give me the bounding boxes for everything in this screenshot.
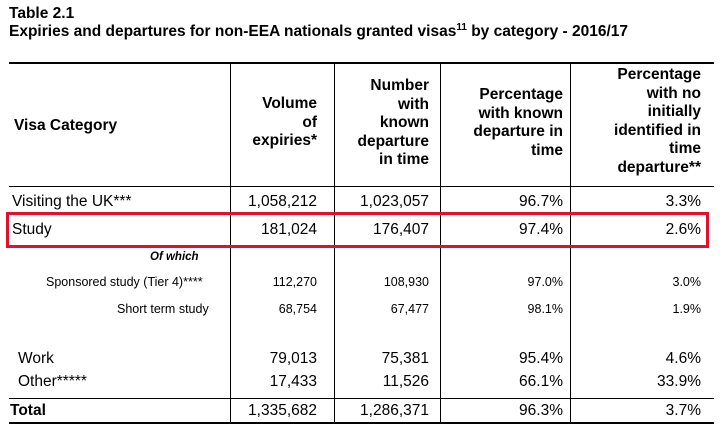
header-line: identified in xyxy=(614,121,701,139)
pct-known-departure: 66.1% xyxy=(519,373,563,390)
header-known-departure: Number with known departure in time xyxy=(358,77,430,170)
pct-no-departure: 4.6% xyxy=(665,350,701,367)
header-line: with known xyxy=(478,104,563,122)
footnote-ref: 11 xyxy=(456,22,467,33)
header-line: Number xyxy=(370,77,429,94)
row-label: Sponsored study (Tier 4)**** xyxy=(46,275,203,289)
header-line: Percentage xyxy=(617,66,701,83)
known-departure: 75,381 xyxy=(381,350,429,367)
volume-expiries: 181,024 xyxy=(260,221,317,238)
rule-header-bottom xyxy=(9,186,714,187)
row-label: Total xyxy=(10,402,46,419)
header-line: Volume xyxy=(262,95,317,112)
col-divider-4 xyxy=(570,62,571,424)
header-line: time xyxy=(531,141,563,159)
header-line: in time xyxy=(379,151,429,168)
known-departure: 11,526 xyxy=(382,373,429,390)
volume-expiries: 17,433 xyxy=(269,373,317,390)
pct-known-departure: 96.7% xyxy=(519,193,563,210)
known-departure: 176,407 xyxy=(372,221,429,238)
known-departure: 108,930 xyxy=(383,275,429,289)
pct-known-departure: 98.1% xyxy=(527,302,563,316)
rule-bottom xyxy=(9,422,714,424)
col-divider-1 xyxy=(230,62,231,424)
known-departure: 1,286,371 xyxy=(360,402,429,419)
highlight-box xyxy=(6,212,709,248)
pct-no-departure: 3.0% xyxy=(672,275,702,289)
rule-total-top xyxy=(9,398,714,399)
header-line: expiries* xyxy=(252,132,317,149)
volume-expiries: 68,754 xyxy=(278,302,317,316)
pct-known-departure: 97.0% xyxy=(527,275,563,289)
row-label: Study xyxy=(12,221,52,238)
header-line: time xyxy=(669,140,701,157)
header-pct-known-departure: Percentage with known departure in time xyxy=(473,86,563,160)
pct-no-departure: 3.7% xyxy=(665,402,701,419)
of-which-label: Of which xyxy=(150,251,199,263)
row-label: Visiting the UK*** xyxy=(12,193,132,210)
header-line: departure xyxy=(357,132,430,150)
header-line: departure in xyxy=(473,123,563,140)
pct-known-departure: 97.4% xyxy=(519,221,563,238)
volume-expiries: 1,058,212 xyxy=(248,193,317,210)
title-main: Expiries and departures for non-EEA nati… xyxy=(9,23,457,40)
pct-no-departure: 2.6% xyxy=(665,221,701,238)
pct-no-departure: 1.9% xyxy=(672,302,702,316)
header-pct-no-departure: Percentage with no initially identified … xyxy=(614,66,701,177)
header-line: known xyxy=(379,114,429,131)
table-title: Expiries and departures for non-EEA nati… xyxy=(9,22,629,41)
header-line: initially xyxy=(647,103,701,120)
header-volume-expiries: Volume of expiries* xyxy=(252,95,317,151)
header-line: with no xyxy=(646,84,701,102)
row-label: Short term study xyxy=(117,302,209,316)
known-departure: 67,477 xyxy=(390,302,429,316)
title-tail: by category - 2016/17 xyxy=(466,23,629,40)
header-visa-category: Visa Category xyxy=(14,117,118,134)
col-divider-3 xyxy=(440,62,441,424)
pct-no-departure: 33.9% xyxy=(657,373,701,390)
rule-top xyxy=(9,62,714,64)
table-number: Table 2.1 xyxy=(9,5,75,22)
volume-expiries: 112,270 xyxy=(272,275,317,289)
volume-expiries: 79,013 xyxy=(269,350,317,367)
header-line: with xyxy=(398,95,429,113)
header-line: departure** xyxy=(617,158,701,176)
pct-no-departure: 3.3% xyxy=(665,193,701,210)
known-departure: 1,023,057 xyxy=(360,193,429,210)
pct-known-departure: 95.4% xyxy=(519,350,563,367)
pct-known-departure: 96.3% xyxy=(519,402,563,419)
row-label: Other***** xyxy=(18,373,87,390)
volume-expiries: 1,335,682 xyxy=(248,402,317,419)
header-line: of xyxy=(302,113,317,131)
col-divider-2 xyxy=(334,62,335,424)
header-line: Percentage xyxy=(479,86,563,103)
row-label: Work xyxy=(18,350,54,367)
